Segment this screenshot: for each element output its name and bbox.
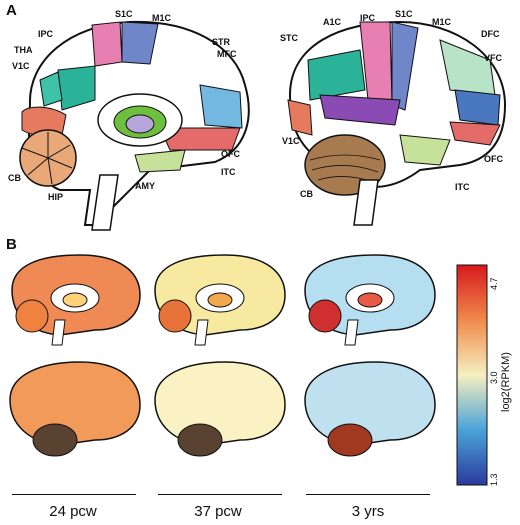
timepoint-label-3: 3 yrs bbox=[351, 503, 385, 520]
label-a1c-lateral: A1C bbox=[323, 17, 342, 27]
panel-b-brains bbox=[9, 254, 436, 457]
label-mfc-medial: MFC bbox=[217, 49, 237, 59]
label-vfc-lateral: VFC bbox=[484, 53, 502, 63]
timepoint-divider-2 bbox=[158, 494, 282, 495]
colorbar-min-tick: 1.3 bbox=[489, 473, 499, 486]
medial-brain-diagram bbox=[19, 20, 250, 231]
label-m1c-lateral: M1C bbox=[432, 17, 452, 27]
medial-24pcw bbox=[11, 254, 141, 346]
timepoint-label-1: 24 pcw bbox=[49, 503, 97, 520]
medial-3yrs bbox=[304, 254, 436, 346]
timepoint-divider-3 bbox=[306, 494, 430, 495]
label-amy-medial: AMY bbox=[135, 181, 155, 191]
label-ofc-lateral: OFC bbox=[484, 154, 503, 164]
label-hip-medial: HIP bbox=[48, 192, 64, 202]
label-ipc-lateral: IPC bbox=[360, 13, 376, 23]
label-s1c-medial: S1C bbox=[115, 9, 133, 19]
label-cb-lateral: CB bbox=[300, 189, 313, 199]
colorbar bbox=[456, 264, 488, 486]
label-str-medial: STR bbox=[212, 37, 230, 47]
timepoint-divider-1 bbox=[12, 494, 136, 495]
label-tha-medial: THA bbox=[14, 45, 33, 55]
panel-b-label: B bbox=[6, 236, 17, 253]
medial-37pcw bbox=[154, 254, 286, 346]
lateral-24pcw bbox=[9, 361, 141, 457]
label-m1c-medial: M1C bbox=[152, 13, 172, 23]
label-itc-medial: ITC bbox=[221, 167, 236, 177]
colorbar-mid-tick: 3.0 bbox=[489, 371, 499, 384]
lateral-3yrs bbox=[304, 361, 436, 457]
label-s1c-lateral: S1C bbox=[395, 9, 413, 19]
colorbar-title: log2(RPKM) bbox=[500, 352, 512, 412]
label-v1c-lateral: V1C bbox=[282, 136, 300, 146]
lateral-37pcw bbox=[154, 361, 286, 457]
label-stc-lateral: STC bbox=[280, 33, 298, 43]
panel-a-label: A bbox=[6, 2, 17, 19]
colorbar-max-tick: 4.7 bbox=[489, 277, 499, 290]
label-dfc-lateral: DFC bbox=[481, 29, 500, 39]
label-v1c-medial: V1C bbox=[12, 61, 30, 71]
lateral-brain-diagram bbox=[287, 20, 507, 226]
timepoint-label-2: 37 pcw bbox=[194, 503, 242, 520]
label-ofc-medial: OFC bbox=[221, 149, 240, 159]
label-cb-medial: CB bbox=[8, 173, 21, 183]
label-ipc-medial: IPC bbox=[38, 29, 54, 39]
label-itc-lateral: ITC bbox=[455, 182, 470, 192]
